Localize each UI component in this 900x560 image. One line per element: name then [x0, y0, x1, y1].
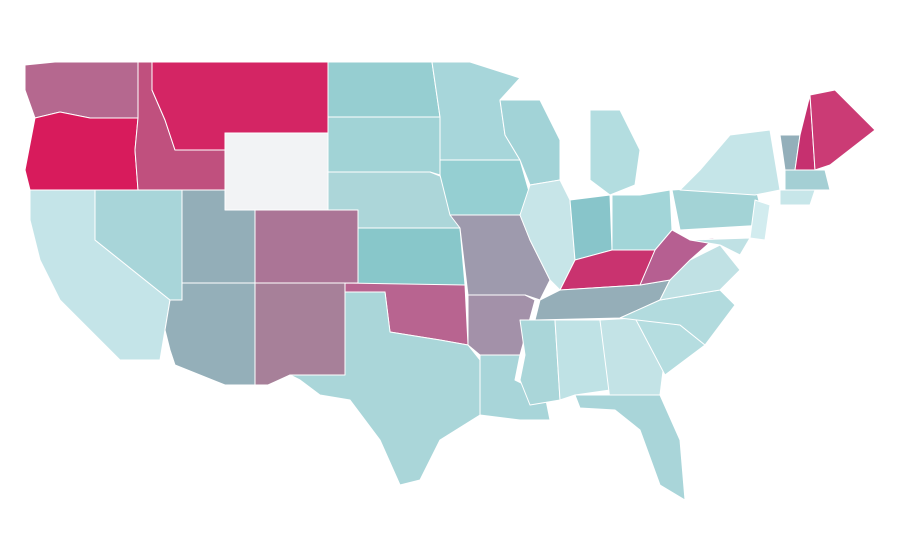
state-region: [784, 169, 831, 191]
state-region: [224, 132, 329, 211]
state-region: [439, 159, 531, 216]
state-region: [679, 129, 781, 196]
state-region: [254, 282, 346, 386]
state-region: [519, 319, 561, 406]
state-region: [639, 229, 716, 286]
state-region: [809, 89, 876, 171]
state-region: [749, 199, 771, 241]
state-region: [569, 194, 613, 261]
state-region: [327, 61, 441, 118]
state-region: [357, 227, 466, 286]
state-region: [574, 394, 686, 501]
state-region: [554, 319, 611, 401]
state-region: [589, 109, 641, 196]
state-region: [779, 189, 816, 206]
state-region: [689, 237, 751, 256]
state-region: [24, 111, 139, 191]
state-region: [254, 209, 359, 284]
state-region: [24, 61, 139, 119]
state-region: [327, 116, 441, 176]
